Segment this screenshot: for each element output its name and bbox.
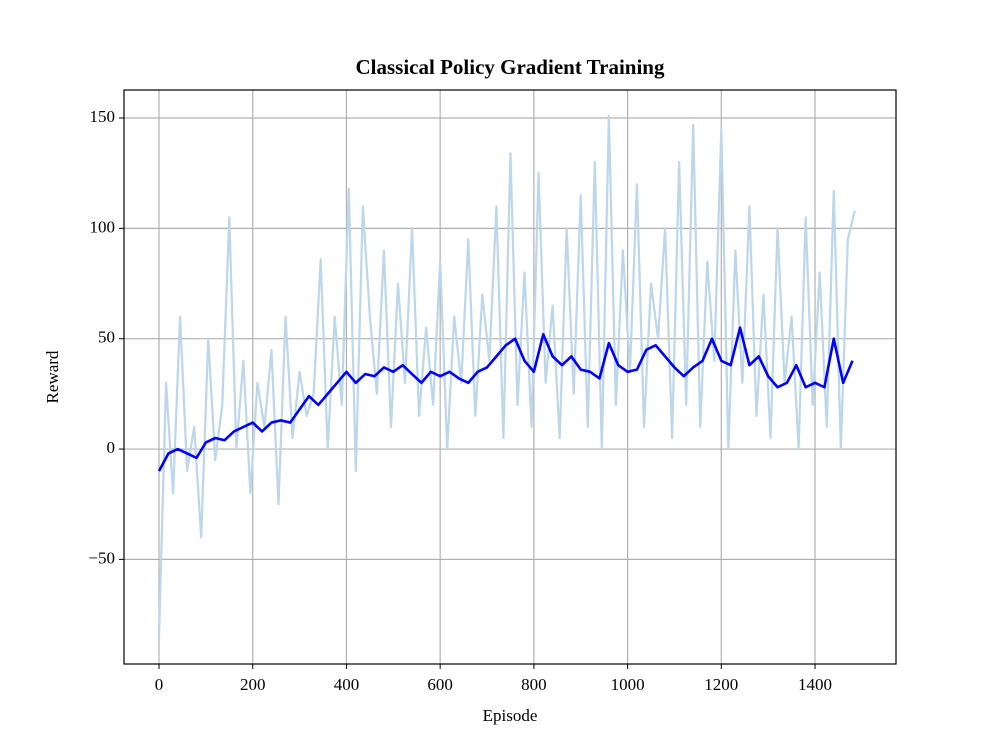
- y-tick-label: −50: [88, 548, 115, 567]
- raw-reward-line: [157, 114, 856, 637]
- smoothed-reward-line: [157, 326, 854, 472]
- x-tick-label: 600: [427, 675, 453, 694]
- y-tick-label: 150: [90, 107, 116, 126]
- x-tick-label: 1400: [798, 675, 832, 694]
- x-axis-label: Episode: [483, 706, 538, 725]
- x-tick-label: 200: [240, 675, 266, 694]
- y-axis-label: Reward: [43, 350, 62, 403]
- chart-title: Classical Policy Gradient Training: [356, 55, 665, 79]
- y-tick-label: 0: [107, 438, 116, 457]
- x-tick-label: 0: [155, 675, 164, 694]
- x-tick-label: 1000: [611, 675, 645, 694]
- x-tick-label: 1200: [704, 675, 738, 694]
- x-tick-label: 400: [334, 675, 360, 694]
- x-tick-label: 800: [521, 675, 547, 694]
- plot-frame: [123, 89, 897, 665]
- y-tick-label: 100: [90, 217, 116, 236]
- y-tick-label: 50: [98, 328, 115, 347]
